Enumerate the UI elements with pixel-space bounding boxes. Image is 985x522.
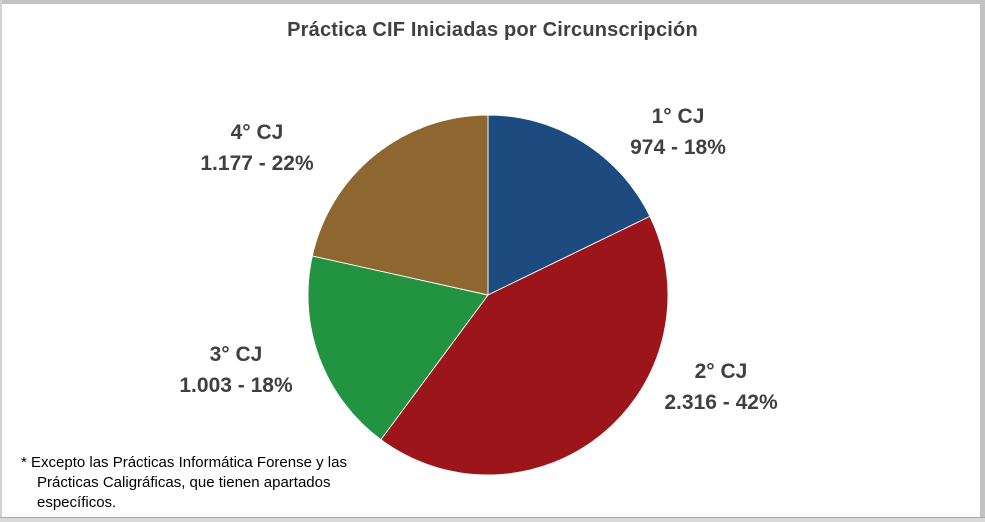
footnote-line-3: específicos. bbox=[37, 494, 117, 511]
pie-slice-4cj[interactable] bbox=[311, 114, 489, 296]
chart-title: Práctica CIF Iniciadas por Circunscripci… bbox=[287, 19, 698, 41]
slice-label-4cj-value: 1.177 - 22% bbox=[200, 152, 314, 175]
slice-label-3cj-name: 3° CJ bbox=[209, 343, 263, 366]
footnote-line-1: * Excepto las Prácticas Informática Fore… bbox=[21, 454, 347, 471]
pie-slice-3cj[interactable] bbox=[307, 255, 489, 441]
slice-label-1cj: 1° CJ 974 - 18% bbox=[630, 101, 726, 163]
slice-label-4cj-name: 4° CJ bbox=[230, 121, 284, 144]
window-border-right bbox=[980, 0, 985, 522]
slice-label-2cj-name: 2° CJ bbox=[694, 360, 748, 383]
slice-label-3cj: 3° CJ 1.003 - 18% bbox=[179, 339, 292, 401]
window-border-top bbox=[0, 0, 985, 4]
window-border-left bbox=[0, 0, 2, 522]
slice-label-1cj-value: 974 - 18% bbox=[630, 136, 726, 159]
slice-label-3cj-value: 1.003 - 18% bbox=[179, 374, 293, 397]
pie-slice-2cj[interactable] bbox=[380, 215, 669, 476]
footnote: * Excepto las Prácticas Informática Fore… bbox=[21, 453, 347, 513]
pie-slice-1cj[interactable] bbox=[487, 114, 651, 296]
window-border-bottom bbox=[0, 517, 985, 522]
slice-label-2cj-value: 2.316 - 42% bbox=[664, 391, 778, 414]
slice-label-2cj: 2° CJ 2.316 - 42% bbox=[664, 356, 777, 418]
footnote-line-2: Prácticas Caligráficas, que tienen apart… bbox=[37, 474, 331, 491]
slice-label-4cj: 4° CJ 1.177 - 22% bbox=[200, 117, 313, 179]
slice-label-1cj-name: 1° CJ bbox=[651, 105, 705, 128]
